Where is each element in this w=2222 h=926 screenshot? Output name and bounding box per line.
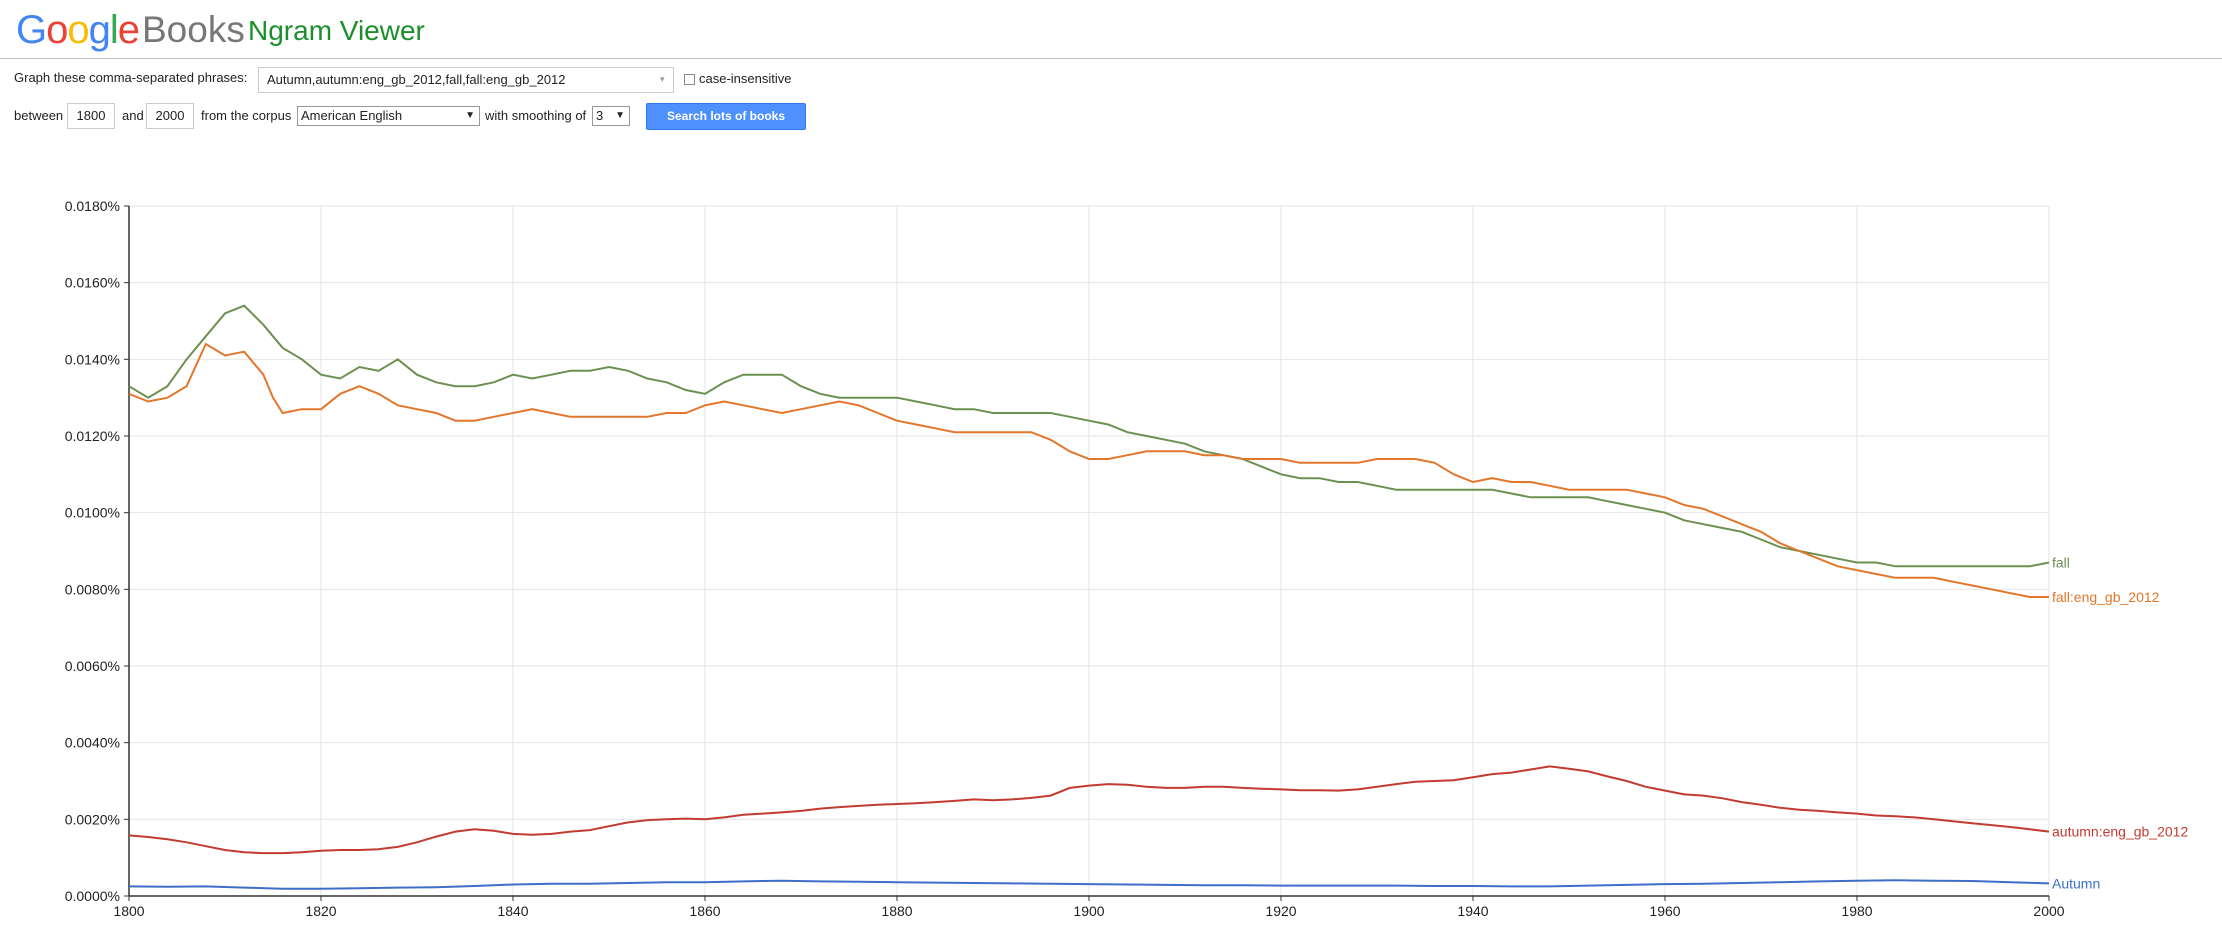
- series-label: autumn:eng_gb_2012: [2052, 824, 2188, 840]
- x-tick-label: 2000: [2033, 903, 2064, 919]
- y-tick-label: 0.0160%: [65, 275, 120, 291]
- phrases-label: Graph these comma-separated phrases:: [14, 70, 248, 85]
- corpus-dropdown-icon: ▼: [465, 110, 475, 121]
- x-tick-label: 1860: [689, 903, 720, 919]
- x-tick-label: 1900: [1073, 903, 1104, 919]
- y-tick-label: 0.0180%: [65, 198, 120, 214]
- x-tick-label: 1820: [305, 903, 336, 919]
- x-tick-label: 1840: [497, 903, 528, 919]
- y-tick-label: 0.0000%: [65, 888, 120, 904]
- logo-letter: e: [117, 8, 140, 52]
- logo-letter: o: [67, 8, 89, 52]
- x-tick-label: 1940: [1457, 903, 1488, 919]
- google-logo: Google: [16, 5, 140, 55]
- case-insensitive-label: case-insensitive: [699, 71, 792, 86]
- logo-letter: G: [16, 8, 47, 52]
- header: Google Books Ngram Viewer: [0, 0, 2222, 59]
- app-title: Ngram Viewer: [248, 15, 425, 46]
- y-tick-label: 0.0020%: [65, 811, 120, 827]
- series-label: fall:eng_gb_2012: [2052, 589, 2160, 605]
- y-tick-label: 0.0040%: [65, 735, 120, 751]
- ngram-chart: 0.0000% 0.0020% 0.0040% 0.0060% 0.0080% 0.010…: [65, 198, 2189, 919]
- x-tick-label: 1800: [113, 903, 144, 919]
- search-button[interactable]: Search lots of books: [646, 103, 806, 130]
- corpus-select[interactable]: American English ▼: [297, 106, 480, 126]
- y-tick-label: 0.0120%: [65, 428, 120, 444]
- series-line-autumn: [128, 879, 2050, 890]
- logo-letter: g: [88, 8, 111, 52]
- smoothing-select[interactable]: 3 ▼: [592, 106, 630, 126]
- x-tick-label: 1880: [881, 903, 912, 919]
- y-tick-label: 0.0080%: [65, 581, 120, 597]
- series-line-fall-eng-gb-2012: [128, 342, 2049, 598]
- books-logo-text: Books: [142, 9, 245, 50]
- y-tick-label: 0.0060%: [65, 658, 120, 674]
- smoothing-label: with smoothing of: [485, 108, 587, 123]
- and-label: and: [122, 108, 144, 123]
- y-tick-label: 0.0140%: [65, 351, 120, 367]
- series-line-fall: [128, 304, 2050, 568]
- x-tick-label: 1960: [1649, 903, 1680, 919]
- corpus-label: from the corpus: [201, 108, 292, 123]
- query-form: Graph these comma-separated phrases: Aut…: [0, 60, 900, 140]
- y-tick-label: 0.0100%: [65, 505, 120, 521]
- logo-letter: o: [46, 8, 68, 52]
- smoothing-select-value: 3: [596, 108, 604, 123]
- between-label: between: [14, 108, 64, 123]
- end-year-input[interactable]: 2000: [146, 103, 194, 129]
- corpus-select-value: American English: [301, 108, 403, 123]
- phrases-input[interactable]: Autumn,autumn:eng_gb_2012,fall,fall:eng_…: [258, 67, 674, 93]
- smoothing-dropdown-icon: ▼: [615, 110, 625, 121]
- series-label: fall: [2052, 555, 2070, 571]
- x-tick-label: 1920: [1265, 903, 1296, 919]
- phrases-dropdown-icon[interactable]: ▾: [660, 74, 665, 84]
- series-label: Autumn: [2052, 875, 2100, 891]
- start-year-input[interactable]: 1800: [67, 103, 115, 129]
- logo-letter: l: [109, 8, 119, 52]
- series-line-autumn-eng-gb-2012: [128, 765, 2050, 855]
- case-insensitive-checkbox[interactable]: [684, 74, 695, 85]
- x-tick-label: 1980: [1841, 903, 1872, 919]
